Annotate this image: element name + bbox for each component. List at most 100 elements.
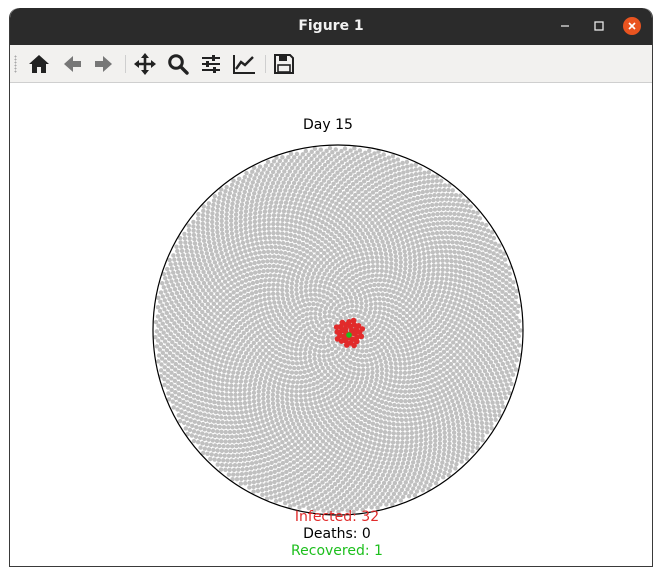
healthy-point [372,335,378,340]
healthy-point [264,306,269,311]
healthy-point [202,242,208,248]
healthy-point [337,470,342,475]
healthy-point [480,334,485,340]
healthy-point [429,296,434,302]
healthy-point [309,372,314,378]
healthy-point [244,204,249,210]
zoom-button[interactable] [165,51,191,77]
close-button[interactable] [623,17,641,35]
healthy-point [344,394,349,399]
healthy-point [313,306,319,312]
edit-axes-button[interactable] [231,51,257,77]
healthy-point [459,246,465,251]
healthy-point [425,476,431,481]
healthy-point [295,165,300,171]
healthy-point [381,385,387,391]
healthy-point [285,405,291,410]
healthy-point [239,236,245,241]
healthy-point [173,367,178,372]
title-bar[interactable]: Figure 1 [10,8,652,45]
healthy-point [267,277,272,283]
home-button[interactable] [26,51,52,77]
healthy-point [458,226,464,232]
healthy-point [470,315,476,320]
healthy-point [393,178,398,183]
healthy-point [436,206,442,212]
healthy-point [448,384,453,389]
healthy-point [453,259,458,264]
healthy-point [337,435,343,440]
healthy-point [331,476,336,482]
healthy-point [396,403,401,408]
healthy-point [311,220,316,225]
healthy-point [366,479,371,484]
healthy-point [319,173,324,179]
healthy-point [321,299,327,305]
healthy-point [200,221,205,226]
healthy-point [348,505,354,510]
healthy-point [427,222,432,227]
healthy-point [376,442,382,448]
healthy-point [315,446,320,451]
healthy-point [366,444,372,450]
healthy-point [246,456,252,462]
healthy-point [401,244,407,250]
healthy-point [349,190,354,195]
healthy-point [448,394,453,400]
healthy-point [449,413,455,418]
figure-canvas[interactable] [10,83,652,566]
healthy-point [375,165,380,170]
healthy-point [369,399,374,405]
healthy-point [425,292,431,298]
healthy-point [408,490,414,495]
healthy-point [340,200,345,205]
healthy-point [185,358,190,364]
healthy-point [267,300,272,306]
forward-button[interactable] [91,51,117,77]
healthy-point [380,389,385,395]
healthy-point [505,351,511,357]
healthy-point [257,175,263,180]
healthy-point [164,301,170,307]
healthy-point [386,498,392,504]
healthy-point [201,238,207,244]
healthy-point [299,471,304,477]
subplots-button[interactable] [198,51,224,77]
healthy-point [382,247,388,253]
healthy-point [305,449,310,454]
minimize-button[interactable] [556,17,574,35]
healthy-point [323,501,328,507]
healthy-point [284,315,289,320]
healthy-point [274,268,279,274]
healthy-point [287,365,293,370]
maximize-button[interactable] [590,17,608,35]
healthy-point [311,301,316,307]
healthy-point [448,197,453,202]
healthy-point [309,257,314,263]
healthy-point [301,323,307,329]
healthy-point [340,480,346,485]
healthy-point [497,281,502,286]
healthy-point [367,192,372,198]
healthy-point [436,267,441,272]
window-title: Figure 1 [298,18,364,34]
healthy-point [166,284,171,289]
save-button[interactable] [271,51,297,77]
healthy-point [337,502,342,508]
toolbar-grip[interactable] [14,55,17,73]
healthy-point [206,333,211,338]
pan-button[interactable] [132,51,158,77]
back-button[interactable] [59,51,85,77]
healthy-point [459,397,465,402]
healthy-point [281,208,287,214]
healthy-point [412,271,417,276]
healthy-point [334,252,340,257]
healthy-point [390,412,395,417]
healthy-point [236,256,241,261]
healthy-point [439,249,444,254]
healthy-point [162,339,168,344]
healthy-point [401,379,406,385]
healthy-point [433,343,439,349]
healthy-point [210,232,216,237]
healthy-point [509,368,514,373]
